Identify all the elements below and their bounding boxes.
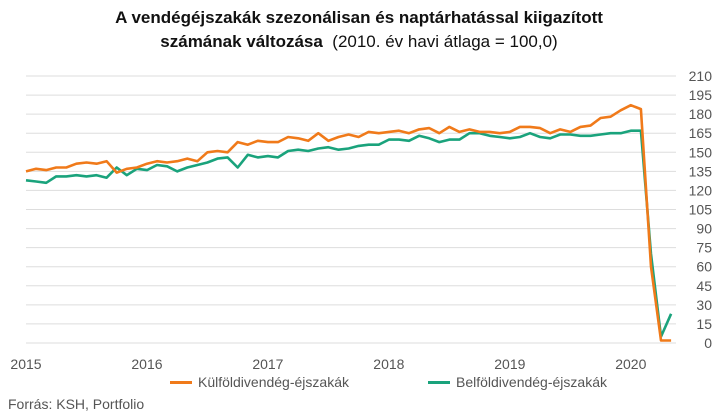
- y-tick-label: 210: [689, 68, 713, 84]
- x-tick-label: 2019: [494, 356, 525, 372]
- y-axis-ticks: 0 15 30 45 60 75 90 105 120 135 150 165 180 195 210: [689, 68, 713, 351]
- y-tick-label: 15: [696, 316, 712, 332]
- title-line2-rest: (2010. év havi átlaga = 100,0): [332, 32, 558, 51]
- legend-swatch-kulfoldi: [170, 380, 192, 384]
- y-tick-label: 105: [689, 202, 713, 218]
- y-tick-label: 45: [696, 278, 712, 294]
- legend-label-kulfoldi: Külföldivendég-éjszakák: [198, 374, 349, 390]
- y-tick-label: 30: [696, 297, 712, 313]
- y-tick-label: 90: [696, 221, 712, 237]
- x-tick-label: 2017: [252, 356, 283, 372]
- x-tick-label: 2016: [131, 356, 162, 372]
- chart-title: A vendégéjszakák szezonálisan és naptárh…: [0, 6, 718, 54]
- source-note: Forrás: KSH, Portfolio: [8, 396, 145, 412]
- y-tick-label: 0: [704, 335, 712, 351]
- x-tick-label: 2015: [10, 356, 41, 372]
- y-tick-label: 60: [696, 259, 712, 275]
- title-line2-bold: számának változása: [160, 32, 323, 51]
- y-tick-label: 135: [689, 163, 713, 179]
- x-axis-ticks: 2015 2016 2017 2018 2019 2020: [10, 356, 646, 372]
- legend-label-belfoldi: Belföldivendég-éjszakák: [456, 374, 607, 390]
- legend-item-kulfoldi: Külföldivendég-éjszakák: [170, 374, 349, 390]
- y-tick-label: 120: [689, 182, 713, 198]
- legend-item-belfoldi: Belföldivendég-éjszakák: [428, 374, 607, 390]
- y-tick-label: 165: [689, 125, 713, 141]
- series-lines: [25, 103, 673, 342]
- y-tick-label: 150: [689, 144, 713, 160]
- legend: Külföldivendég-éjszakák Belföldivendég-é…: [0, 374, 718, 394]
- y-tick-label: 75: [696, 240, 712, 256]
- grid-lines: [26, 75, 676, 344]
- y-tick-label: 180: [689, 106, 713, 122]
- title-line1: A vendégéjszakák szezonálisan és naptárh…: [115, 8, 603, 27]
- x-tick-label: 2018: [373, 356, 404, 372]
- series-line-kulfoldi: [25, 103, 672, 342]
- legend-swatch-belfoldi: [428, 380, 450, 384]
- x-tick-label: 2020: [615, 356, 646, 372]
- series-line-belfoldi: [25, 129, 673, 338]
- y-tick-label: 195: [689, 87, 713, 103]
